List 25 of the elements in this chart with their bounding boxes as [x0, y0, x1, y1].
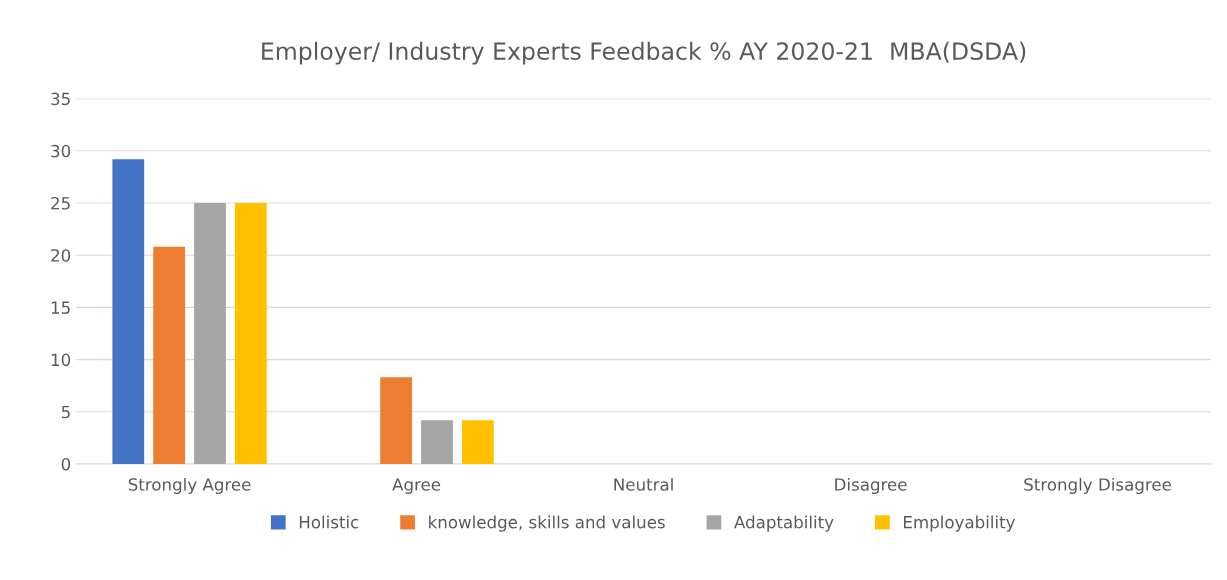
bar: [380, 377, 413, 464]
y-tick-label: 25: [51, 196, 70, 210]
x-tick-label: Strongly Agree: [128, 477, 251, 495]
x-tick-label: Strongly Disagree: [1024, 477, 1171, 495]
legend-label: knowledge, skills and values: [429, 515, 665, 532]
x-tick-label: Neutral: [614, 477, 673, 491]
bar: [194, 203, 226, 464]
x-tick-label: Agree: [392, 478, 441, 495]
y-tick-label: 30: [51, 144, 71, 158]
bar: [461, 420, 494, 464]
chart-title: Employer/ Industry Experts Feedback % AY 2020-21 MBA(DSDA): [262, 41, 1026, 65]
y-tick-label: 5: [61, 405, 70, 419]
x-tick-label: Disagree: [835, 477, 907, 495]
y-tick-label: 35: [51, 92, 70, 106]
y-tick-label: 10: [51, 353, 71, 367]
legend-label: Adaptability: [734, 515, 834, 532]
y-tick-label: 0: [61, 457, 71, 471]
bar: [421, 420, 453, 464]
y-tick-label: 20: [51, 249, 71, 262]
bar: [234, 203, 267, 464]
bar: [153, 246, 186, 464]
y-tick-label: 15: [51, 301, 70, 314]
legend-label: Employability: [904, 515, 1016, 532]
bar: [112, 159, 145, 464]
legend-label: Holistic: [299, 515, 359, 529]
